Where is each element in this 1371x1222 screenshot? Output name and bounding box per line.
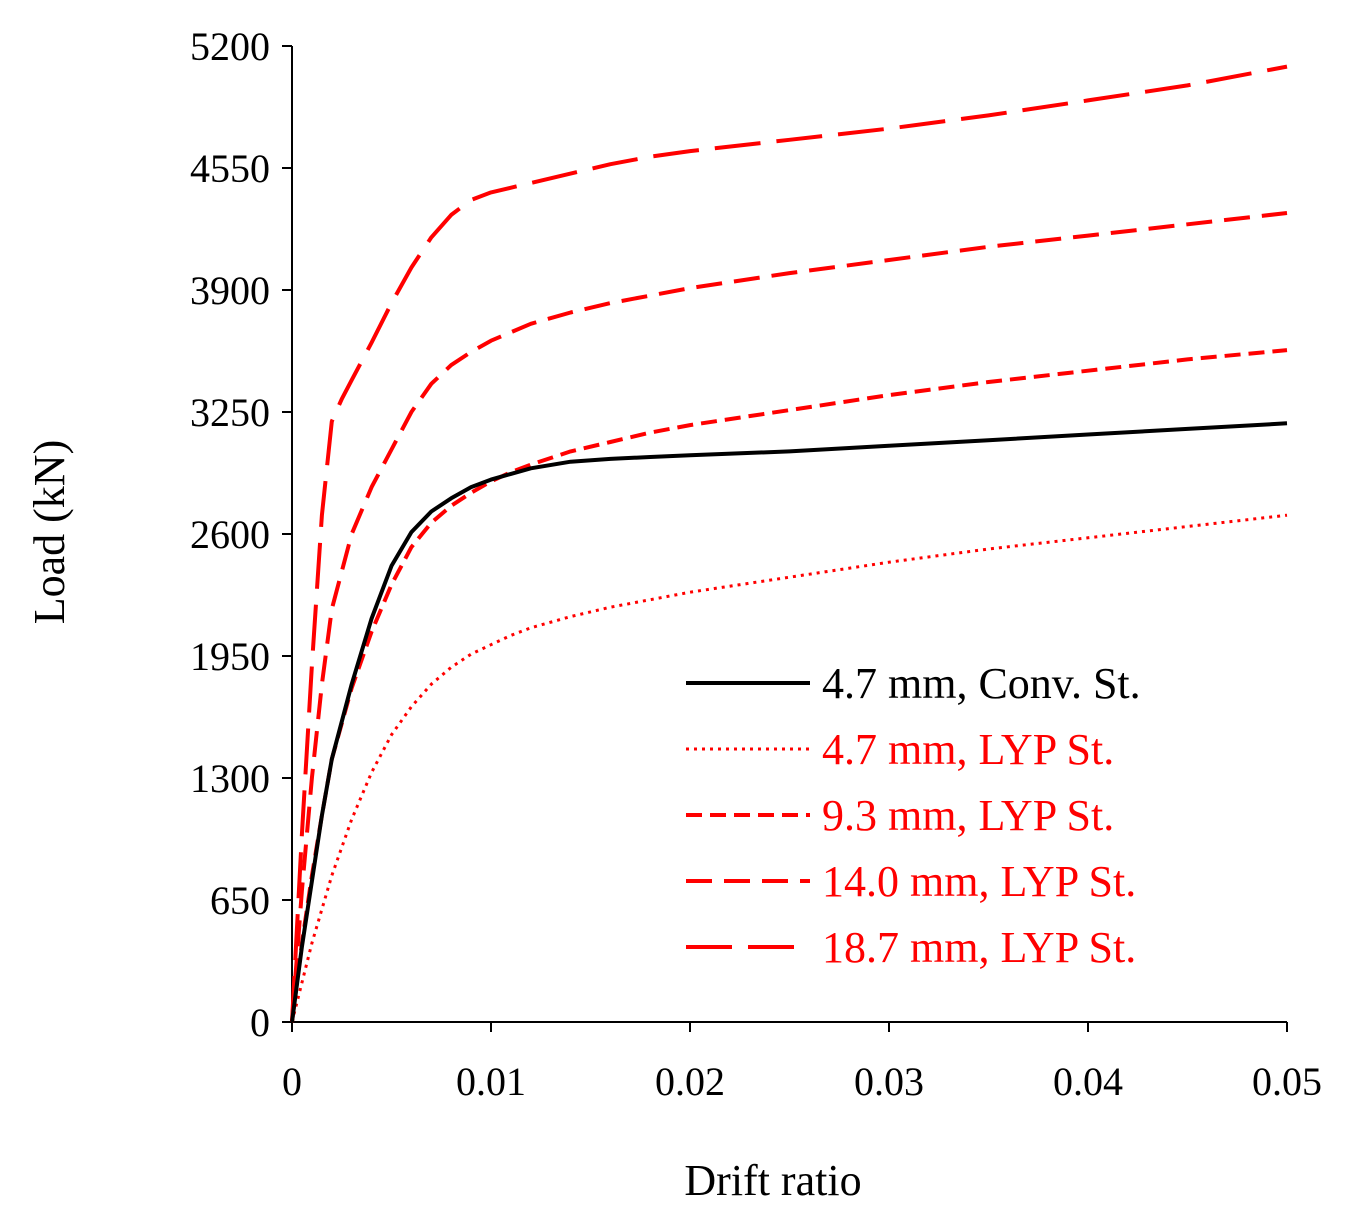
x-axis-title: Drift ratio [684,1156,861,1205]
y-tick-label: 2600 [190,512,270,557]
series-line [290,421,1288,1023]
x-tick-label: 0.02 [655,1059,725,1104]
x-tick-label: 0.03 [854,1059,924,1104]
y-tick-label: 650 [210,878,270,923]
legend-label: 4.7 mm, LYP St. [822,725,1114,774]
legend-label: 18.7 mm, LYP St. [822,923,1136,972]
y-tick-label: 1950 [190,634,270,679]
y-tick-label: 3900 [190,268,270,313]
series-line [290,64,1288,1023]
y-tick-label: 4550 [190,146,270,191]
legend-label: 9.3 mm, LYP St. [822,791,1114,840]
legend-label: 14.0 mm, LYP St. [822,857,1136,906]
x-tick-label: 0 [282,1059,302,1104]
series-line [290,211,1288,1023]
y-tick-label: 1300 [190,756,270,801]
y-axis-title: Load (kN) [25,440,74,625]
x-tick-label: 0.05 [1252,1059,1322,1104]
y-tick-label: 3250 [190,390,270,435]
y-tick-label: 0 [250,1000,270,1045]
series-line [290,513,1288,1023]
series-layer [290,64,1288,1023]
y-tick-label: 5200 [190,24,270,69]
legend-label: 4.7 mm, Conv. St. [822,659,1141,708]
x-tick-label: 0.04 [1053,1059,1123,1104]
x-tick-label: 0.01 [456,1059,526,1104]
axes: 0 650 1300 1950 2600 3250 3900 4550 5200 0 0.01 0.0… [190,24,1322,1104]
legend: 4.7 mm, Conv. St. 4.7 mm, LYP St. 9.3 mm, … [686,659,1141,972]
